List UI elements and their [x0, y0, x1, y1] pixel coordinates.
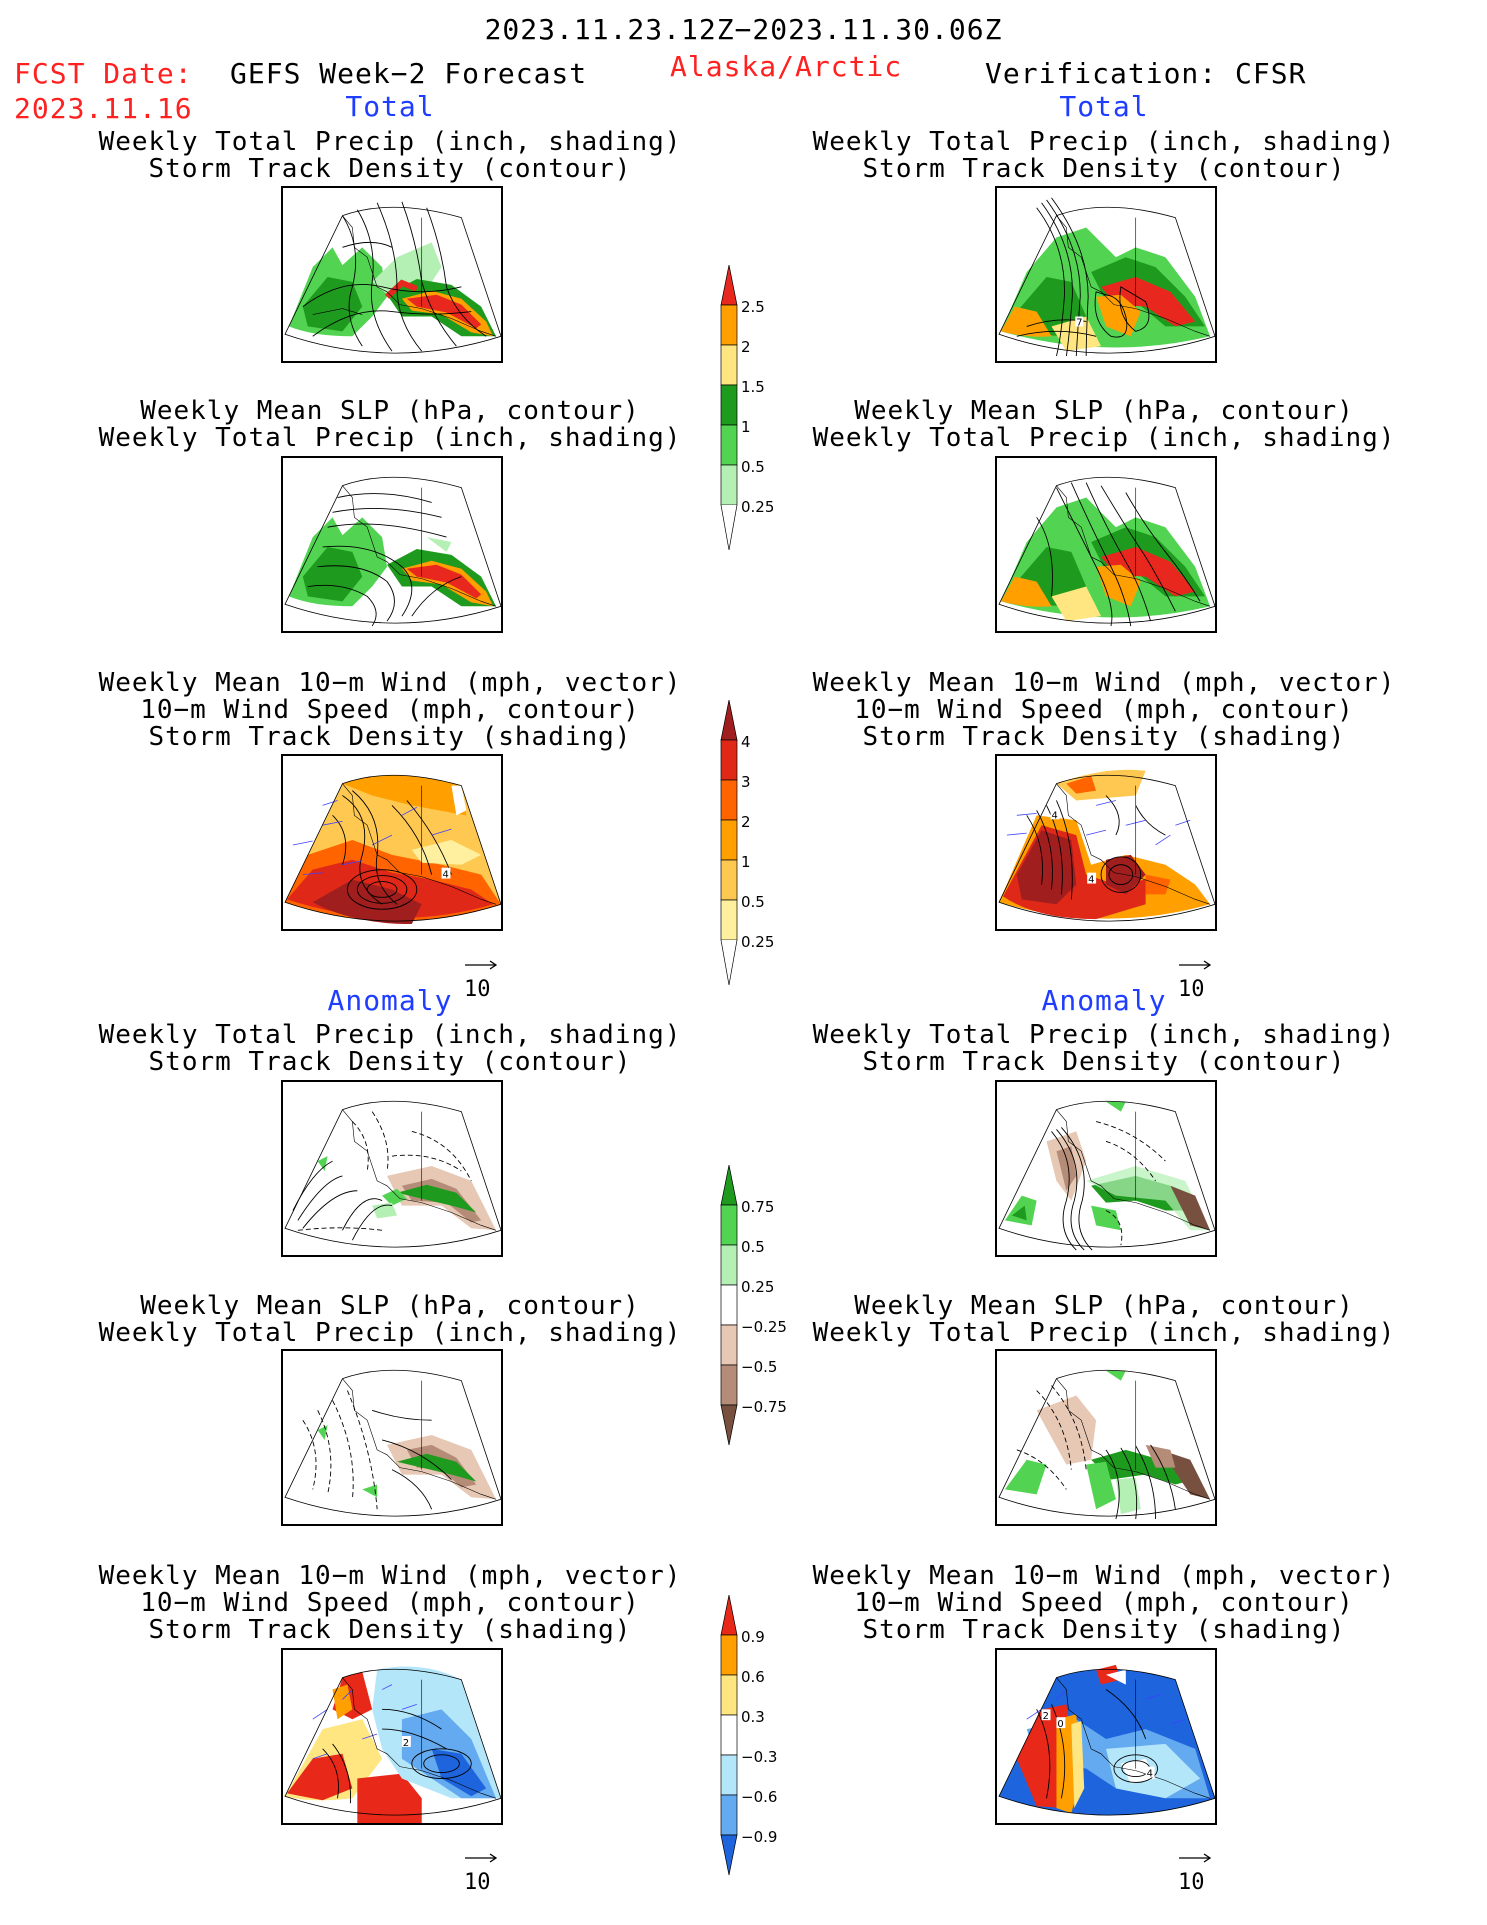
colorbar-label: 0.9 [741, 1628, 765, 1646]
colorbar-track-total: 4 3 2 1 0.5 0.25 [719, 699, 779, 990]
map-cfsr-slp-precip-anom [995, 1349, 1217, 1526]
vector-reference-label: 10 [464, 1870, 491, 1895]
colorbar-label: 3 [741, 773, 751, 791]
contour-label: 2 [403, 1738, 409, 1749]
panel-title: Weekly Total Precip (inch, shading) [98, 423, 682, 453]
panel-title: Weekly Total Precip (inch, shading) [98, 1020, 682, 1050]
colorbar-track-anom: 0.9 0.6 0.3 −0.3 −0.6 −0.9 [719, 1594, 789, 1885]
colorbar-label: 0.25 [741, 933, 775, 951]
map-fcst-precip-track-total [281, 186, 503, 363]
contour-label: 4 [443, 870, 449, 881]
panel-title: Weekly Total Precip (inch, shading) [98, 1318, 682, 1348]
map-fcst-slp-precip-anom [281, 1349, 503, 1526]
section-anomaly-right: Anomaly [1041, 984, 1167, 1017]
colorbar-label: 1 [741, 853, 751, 871]
period-title: 2023.11.23.12Z−2023.11.30.06Z [484, 13, 1003, 46]
colorbar-precip-total: 2.5 2 1.5 1 0.5 0.25 [719, 264, 779, 555]
vector-reference: 10 [1178, 1845, 1214, 1895]
arrow-right-icon [465, 1853, 498, 1863]
vector-reference-label: 10 [1178, 977, 1205, 1002]
panel-title: 10−m Wind Speed (mph, contour) [140, 1588, 640, 1618]
contour-label: 4 [1052, 810, 1058, 821]
panel-title: Weekly Mean 10−m Wind (mph, vector) [812, 668, 1396, 698]
colorbar-label: −0.25 [741, 1318, 787, 1336]
contour-label: 4 [1088, 875, 1094, 886]
contour-label: 2 [1043, 1711, 1049, 1722]
panel-title: 10−m Wind Speed (mph, contour) [854, 695, 1354, 725]
panel-title: Weekly Mean SLP (hPa, contour) [140, 396, 640, 426]
panel-title: Weekly Mean SLP (hPa, contour) [140, 1291, 640, 1321]
colorbar-precip-anom: 0.75 0.5 0.25 −0.25 −0.5 −0.75 [719, 1164, 789, 1455]
contour-label: 0 [1057, 1719, 1063, 1730]
colorbar-label: 1 [741, 418, 751, 436]
contour-label: 4 [1147, 1769, 1153, 1780]
vector-reference-label: 10 [1178, 1870, 1205, 1895]
colorbar-label: −0.6 [741, 1788, 778, 1806]
panel-title: Storm Track Density (contour) [862, 154, 1346, 184]
colorbar-label: 0.5 [741, 458, 765, 476]
contour-label: 7 [1076, 317, 1082, 328]
colorbar-label: 2 [741, 813, 751, 831]
map-cfsr-precip-track-anom [995, 1080, 1217, 1257]
vector-reference-label: 10 [464, 977, 491, 1002]
arrow-right-icon [465, 960, 498, 970]
colorbar-label: 0.5 [741, 893, 765, 911]
vector-reference: 10 [464, 1845, 500, 1895]
section-total-left: Total [345, 90, 435, 123]
panel-title: Storm Track Density (contour) [148, 154, 632, 184]
panel-title: Storm Track Density (shading) [862, 1615, 1346, 1645]
map-cfsr-slp-precip-total [995, 456, 1217, 633]
colorbar-label: 0.25 [741, 498, 775, 516]
panel-title: Weekly Total Precip (inch, shading) [812, 127, 1396, 157]
map-fcst-wind-track-total: 4 [281, 754, 503, 931]
map-cfsr-wind-track-total: 4 4 [995, 754, 1217, 931]
colorbar-label: −0.75 [741, 1398, 787, 1416]
map-cfsr-wind-track-anom: 2 0 4 [995, 1648, 1217, 1825]
fcst-date-label: FCST Date: [14, 57, 193, 90]
panel-title: Weekly Total Precip (inch, shading) [812, 423, 1396, 453]
map-cfsr-precip-track-total: 7 [995, 186, 1217, 363]
panel-title: Weekly Mean 10−m Wind (mph, vector) [98, 1561, 682, 1591]
arrow-right-icon [1179, 1853, 1212, 1863]
panel-title: Weekly Total Precip (inch, shading) [98, 127, 682, 157]
colorbar-label: 1.5 [741, 378, 765, 396]
colorbar-label: −0.5 [741, 1358, 778, 1376]
colorbar-label: 0.6 [741, 1668, 765, 1686]
panel-title: Storm Track Density (contour) [148, 1047, 632, 1077]
colorbar-label: −0.9 [741, 1828, 778, 1846]
section-total-right: Total [1059, 90, 1149, 123]
panel-title: Weekly Mean 10−m Wind (mph, vector) [98, 668, 682, 698]
section-anomaly-left: Anomaly [327, 984, 453, 1017]
colorbar-label: 0.25 [741, 1278, 775, 1296]
colorbar-label: 2 [741, 338, 751, 356]
verification-title: Verification: CFSR [985, 57, 1307, 90]
colorbar-label: 0.5 [741, 1238, 765, 1256]
panel-title: Storm Track Density (shading) [148, 722, 632, 752]
colorbar-label: 0.3 [741, 1708, 765, 1726]
panel-title: Weekly Mean SLP (hPa, contour) [854, 396, 1354, 426]
fcst-date-value: 2023.11.16 [14, 92, 193, 125]
panel-title: Weekly Mean SLP (hPa, contour) [854, 1291, 1354, 1321]
colorbar-label: −0.3 [741, 1748, 778, 1766]
colorbar-label: 2.5 [741, 298, 765, 316]
model-title: GEFS Week−2 Forecast [230, 57, 588, 90]
panel-title: 10−m Wind Speed (mph, contour) [854, 1588, 1354, 1618]
panel-title: 10−m Wind Speed (mph, contour) [140, 695, 640, 725]
vector-reference: 10 [464, 952, 500, 1002]
colorbar-label: 4 [741, 733, 751, 751]
vector-reference: 10 [1178, 952, 1214, 1002]
map-fcst-precip-track-anom [281, 1080, 503, 1257]
colorbar-label: 0.75 [741, 1198, 775, 1216]
panel-title: Storm Track Density (shading) [862, 722, 1346, 752]
map-fcst-slp-precip-total [281, 456, 503, 633]
region-title: Alaska/Arctic [670, 50, 903, 83]
panel-title: Weekly Mean 10−m Wind (mph, vector) [812, 1561, 1396, 1591]
panel-title: Storm Track Density (contour) [862, 1047, 1346, 1077]
panel-title: Storm Track Density (shading) [148, 1615, 632, 1645]
panel-title: Weekly Total Precip (inch, shading) [812, 1020, 1396, 1050]
panel-title: Weekly Total Precip (inch, shading) [812, 1318, 1396, 1348]
arrow-right-icon [1179, 960, 1212, 970]
map-fcst-wind-track-anom: 2 [281, 1648, 503, 1825]
